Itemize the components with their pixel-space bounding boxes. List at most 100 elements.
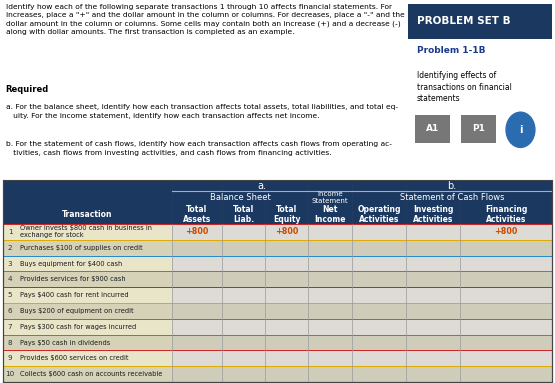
Bar [3,287,172,303]
Text: a.: a. [258,181,266,191]
Text: Pays $50 cash in dividends: Pays $50 cash in dividends [20,339,110,345]
Text: Purchases $100 of supplies on credit: Purchases $100 of supplies on credit [20,245,143,251]
Bar [352,287,406,303]
Text: 6: 6 [8,308,12,314]
Bar [352,303,406,319]
Text: Pays $300 cash for wages incurred: Pays $300 cash for wages incurred [20,324,136,330]
Bar [460,224,552,240]
Bar [460,335,552,350]
Bar [265,319,308,335]
Bar [3,335,172,350]
Bar [406,240,460,256]
Bar [3,224,172,240]
Bar [460,272,552,287]
Bar [406,287,460,303]
Bar [222,240,265,256]
Bar [406,272,460,287]
Bar [406,335,460,350]
Bar [3,256,172,272]
Bar [308,319,352,335]
FancyBboxPatch shape [408,4,552,39]
Bar [460,366,552,382]
Bar [352,224,406,240]
Bar [406,350,460,366]
Text: Financing
Activities: Financing Activities [485,205,527,224]
Text: Operating
Activities: Operating Activities [357,205,401,224]
Bar [308,287,352,303]
Bar [222,335,265,350]
Bar [222,224,265,240]
Bar [406,366,460,382]
Bar [406,319,460,335]
Bar [308,224,352,240]
Bar [460,303,552,319]
Text: a. For the balance sheet, identify how each transaction affects total assets, to: a. For the balance sheet, identify how e… [6,104,398,118]
Bar [3,272,172,287]
Bar [172,287,222,303]
Text: Net
Income: Net Income [314,205,346,224]
FancyBboxPatch shape [415,115,450,143]
Bar [406,224,460,240]
Bar [352,240,406,256]
Bar [222,272,265,287]
Text: b. For the statement of cash flows, identify how each transaction affects cash f: b. For the statement of cash flows, iden… [6,141,391,155]
Bar [265,335,308,350]
Text: P1: P1 [472,124,485,133]
Text: Collects $600 cash on accounts receivable: Collects $600 cash on accounts receivabl… [20,371,163,377]
Bar [352,350,406,366]
Text: 8: 8 [8,339,12,345]
Text: Total
Equity: Total Equity [273,205,300,224]
Bar [172,256,222,272]
Bar [352,256,406,272]
Text: 1: 1 [8,229,12,235]
Bar [265,272,308,287]
Bar [308,303,352,319]
Text: Balance Sheet: Balance Sheet [210,193,270,202]
Text: Total
Assets: Total Assets [183,205,211,224]
Bar [172,366,222,382]
Text: 3: 3 [8,260,12,267]
Bar [265,240,308,256]
Bar [172,350,222,366]
Bar [308,256,352,272]
Text: A1: A1 [426,124,439,133]
Bar [265,256,308,272]
Text: b.: b. [447,181,457,191]
Bar [308,350,352,366]
Bar [172,319,222,335]
Text: Provides services for $900 cash: Provides services for $900 cash [20,277,125,282]
Bar [3,180,552,224]
Bar [406,256,460,272]
Text: Required: Required [6,85,49,94]
Text: +800: +800 [495,228,518,236]
Bar [308,366,352,382]
Bar [265,224,308,240]
Text: Pays $400 cash for rent incurred: Pays $400 cash for rent incurred [20,292,129,298]
Bar [222,350,265,366]
Bar [3,319,172,335]
Bar [3,303,172,319]
Bar [308,272,352,287]
Bar [222,256,265,272]
Text: 4: 4 [8,277,12,282]
Bar [222,287,265,303]
Bar [460,240,552,256]
Text: PROBLEM SET B: PROBLEM SET B [417,16,510,26]
Bar [172,272,222,287]
Bar [265,303,308,319]
Bar [352,319,406,335]
Bar [406,303,460,319]
Bar [460,256,552,272]
Bar [460,287,552,303]
Bar [3,350,172,366]
Bar [172,224,222,240]
FancyBboxPatch shape [461,115,496,143]
Bar [460,319,552,335]
Text: +800: +800 [275,228,298,236]
Text: 2: 2 [8,245,12,251]
Bar [308,240,352,256]
Bar [460,350,552,366]
Text: Problem 1-1B: Problem 1-1B [417,46,485,55]
Text: Provides $600 services on credit: Provides $600 services on credit [20,355,129,361]
Bar [265,366,308,382]
